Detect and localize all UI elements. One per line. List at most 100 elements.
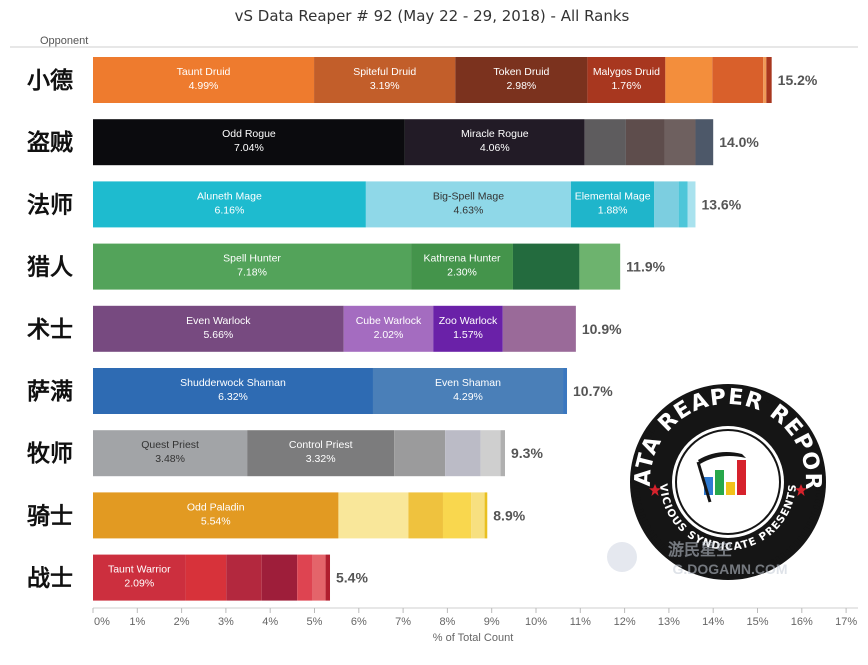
class-label: 萨满	[27, 379, 73, 405]
segment-value-label: 7.18%	[237, 267, 267, 279]
segment-value-label: 3.48%	[155, 453, 185, 465]
bar-segment-kathrena-hunter	[411, 243, 513, 290]
x-tick-label: 2%	[174, 616, 190, 628]
bar-segment-malygos-druid	[587, 57, 666, 103]
segment-name-label: Elemental Mage	[575, 190, 651, 202]
segment-name-label: Zoo Warlock	[439, 315, 498, 327]
segment-value-label: 1.76%	[611, 80, 641, 92]
bar-segment-other	[579, 243, 621, 290]
bar-segment-other	[297, 554, 313, 601]
bar-row: 猎人 Spell Hunter 7.18% Kathrena Hunter 2.30% 1…	[27, 243, 666, 290]
bar-segment-other	[763, 57, 767, 103]
segment-name-label: Big-Spell Mage	[433, 190, 504, 202]
row-total-label: 5.4%	[336, 570, 368, 586]
x-tick-label: 13%	[658, 616, 680, 628]
bar-segment-aluneth-mage	[93, 181, 366, 228]
bar-segment-other	[445, 430, 481, 477]
badge-star-left-icon	[649, 484, 661, 496]
segment-name-label: Spell Hunter	[223, 253, 281, 265]
x-axis-label: % of Total Count	[433, 632, 514, 644]
chart-title: vS Data Reaper # 92 (May 22 - 29, 2018) …	[235, 7, 630, 25]
segment-name-label: Taunt Warrior	[108, 564, 171, 576]
x-tick-label: 9%	[484, 616, 500, 628]
class-label: 牧师	[27, 440, 73, 467]
badge-inner-border	[675, 429, 781, 535]
segment-name-label: Even Shaman	[435, 377, 501, 389]
x-tick-label: 12%	[614, 616, 636, 628]
row-header: Opponent	[40, 35, 88, 47]
x-tick-label: 0%	[94, 616, 110, 628]
x-tick-label: 7%	[395, 616, 411, 628]
bar-segment-even-shaman	[372, 368, 564, 414]
segment-name-label: Malygos Druid	[593, 66, 660, 78]
bar-rows: 小德 Taunt Druid 4.99% Spiteful Druid 3.19% Tok…	[27, 57, 818, 601]
row-total-label: 8.9%	[493, 507, 525, 523]
x-tick-label: 17%	[835, 616, 857, 628]
segment-value-label: 5.54%	[201, 515, 231, 527]
segment-name-label: Aluneth Mage	[197, 190, 262, 202]
segment-value-label: 6.32%	[218, 391, 248, 403]
segment-value-label: 4.99%	[189, 80, 219, 92]
bar-row: 术士 Even Warlock 5.66% Cube Warlock 2.02% Zoo …	[27, 305, 622, 352]
bar-segment-odd-paladin	[93, 492, 339, 539]
bar-segment-even-warlock	[93, 305, 344, 352]
bar-segment-other	[394, 430, 446, 477]
segment-value-label: 1.88%	[598, 204, 628, 216]
segment-name-label: Kathrena Hunter	[423, 253, 501, 265]
segment-name-label: Taunt Druid	[177, 66, 231, 78]
bar-segment-cube-warlock	[343, 305, 434, 352]
bar-row: 萨满 Shudderwock Shaman 6.32% Even Shaman 4.29…	[27, 368, 613, 414]
bar-segment-other	[712, 57, 764, 103]
bar-segment-other	[442, 492, 472, 539]
bar-segment-other	[665, 57, 713, 103]
bar-segment-spell-hunter	[93, 243, 412, 290]
bar-segment-other	[625, 119, 665, 166]
row-total-label: 15.2%	[778, 72, 818, 88]
bar-segment-other	[471, 492, 485, 539]
bar-segment-miracle-rogue	[404, 119, 585, 166]
row-total-label: 10.7%	[573, 383, 613, 399]
bar-segment-other	[502, 305, 576, 352]
watermark-cn-text: 游民星空	[668, 540, 732, 559]
bar-segment-other	[312, 554, 326, 601]
row-total-label: 10.9%	[582, 321, 622, 337]
bar-segment-quest-priest	[93, 430, 248, 477]
bar-segment-other	[563, 368, 568, 414]
x-tick-label: 6%	[351, 616, 367, 628]
bar-segment-other	[512, 243, 580, 290]
bar-segment-other	[500, 430, 505, 477]
x-tick-label: 11%	[570, 616, 591, 628]
badge-star-right-icon	[795, 484, 807, 496]
badge-bar-chart-icon	[696, 452, 746, 503]
segment-name-label: Even Warlock	[186, 315, 251, 327]
bar-row: 小德 Taunt Druid 4.99% Spiteful Druid 3.19% Tok…	[27, 57, 818, 103]
segment-name-label: Miracle Rogue	[461, 128, 529, 140]
bar-row: 骑士 Odd Paladin 5.54% 8.9%	[27, 492, 526, 539]
segment-value-label: 7.04%	[234, 142, 264, 154]
class-label: 盗贼	[27, 129, 73, 156]
segment-value-label: 3.32%	[306, 453, 336, 465]
x-tick-label: 16%	[791, 616, 813, 628]
x-tick-label: 1%	[129, 616, 145, 628]
bar-segment-odd-rogue	[93, 119, 405, 166]
bar-segment-big-spell-mage	[365, 181, 571, 228]
bar-row: 战士 Taunt Warrior 2.09% 5.4%	[27, 554, 368, 601]
segment-name-label: Shudderwock Shaman	[180, 377, 286, 389]
bar-segment-other	[484, 492, 488, 539]
bar-segment-taunt-warrior	[93, 554, 186, 601]
bar-segment-other	[584, 119, 626, 166]
x-tick-label: 4%	[262, 616, 278, 628]
bar-segment-other	[325, 554, 331, 601]
bar-segment-zoo-warlock	[433, 305, 503, 352]
class-label: 小德	[27, 67, 73, 94]
segment-value-label: 1.57%	[453, 329, 483, 341]
segment-value-label: 2.30%	[447, 267, 477, 279]
data-reaper-report-badge: DATA REAPER REPORT VICIOUS SYNDICATE PRE…	[630, 384, 826, 580]
segment-value-label: 5.66%	[203, 329, 233, 341]
x-tick-label: 10%	[525, 616, 547, 628]
x-tick-label: 8%	[439, 616, 455, 628]
segment-name-label: Control Priest	[289, 439, 353, 451]
segment-name-label: Token Druid	[493, 66, 549, 78]
class-label: 猎人	[27, 255, 74, 281]
